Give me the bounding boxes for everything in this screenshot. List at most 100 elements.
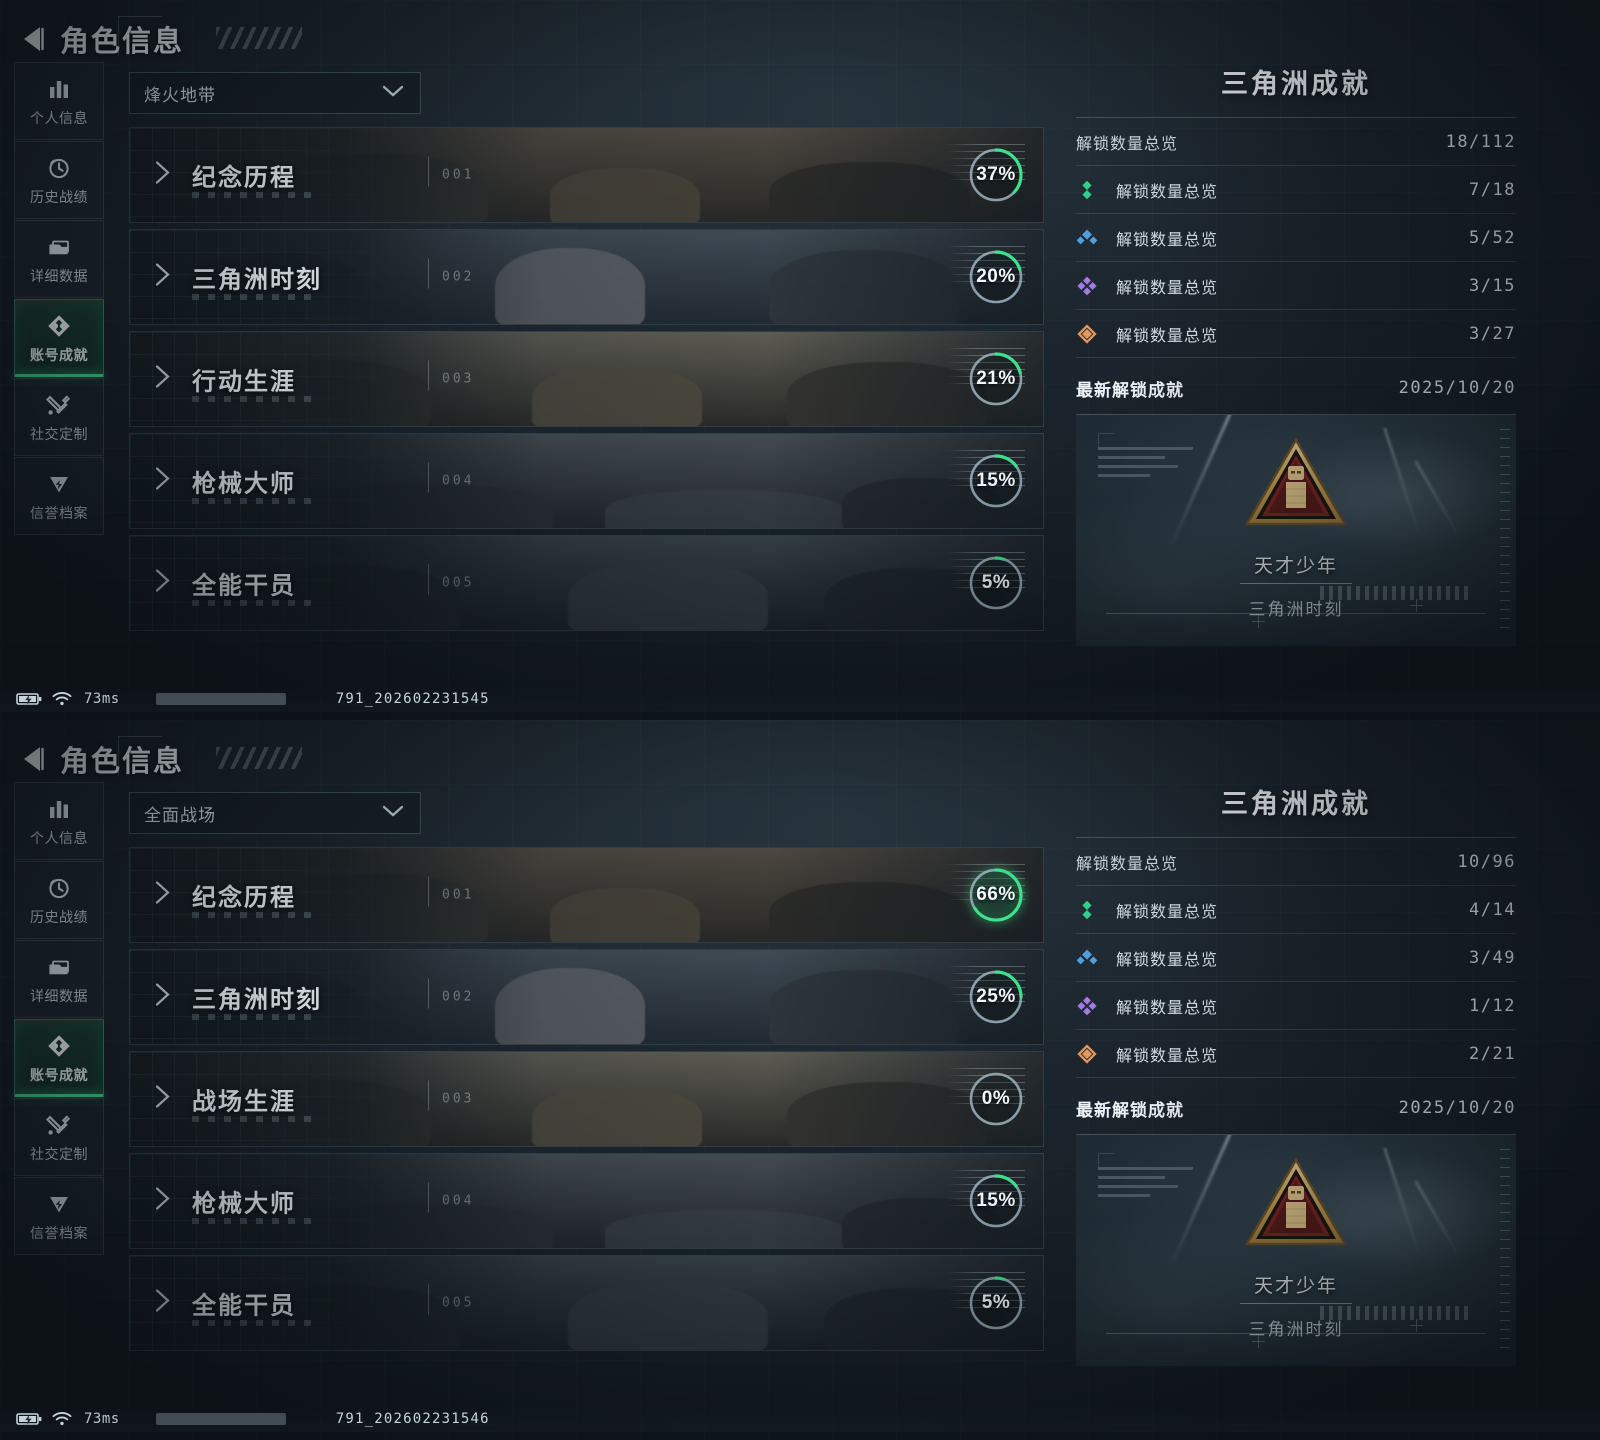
wifi-icon	[52, 692, 72, 706]
summary-tier-value: 4/14	[1469, 899, 1516, 920]
tier-orange-icon	[1076, 1043, 1098, 1065]
sidebar-item-folder[interactable]: 详细数据	[14, 220, 104, 298]
tier-green-icon	[1076, 179, 1098, 201]
achievement-category-card[interactable]: 枪械大师 004 15%	[129, 433, 1044, 529]
sidebar-item-medal[interactable]: 账号成就	[14, 1019, 104, 1097]
sidebar-item-bar-chart[interactable]: 个人信息	[14, 62, 104, 140]
game-mode-select[interactable]: 烽火地带	[129, 72, 421, 114]
card-index: 004	[427, 1182, 475, 1213]
progress-ring: 21%	[965, 348, 1027, 410]
latest-badge-showcase[interactable]: 天才少年 三角洲时刻	[1076, 1134, 1516, 1366]
chevron-right-icon[interactable]	[152, 1287, 174, 1320]
achievement-category-card[interactable]: 枪械大师 004 15%	[129, 1153, 1044, 1249]
chevron-right-icon[interactable]	[152, 879, 174, 912]
card-title: 战场生涯	[192, 1088, 296, 1116]
card-title: 三角洲时刻	[192, 266, 322, 294]
badge-baseline	[1106, 1333, 1486, 1334]
sidebar-item-medal[interactable]: 账号成就	[14, 299, 104, 377]
sidebar-nav: 个人信息 历史战绩 详细数据 账号成就	[14, 62, 104, 536]
card-subtitle-decoration	[192, 294, 312, 300]
achievement-category-card[interactable]: 纪念历程 001 37%	[129, 127, 1044, 223]
card-index: 005	[427, 564, 475, 595]
achievement-category-card[interactable]: 纪念历程 001 66%	[129, 847, 1044, 943]
chevron-right-icon[interactable]	[152, 1185, 174, 1218]
sidebar-item-shield[interactable]: 信誉档案	[14, 457, 104, 535]
achievement-summary-title: 三角洲成就	[1221, 69, 1371, 99]
sidebar-item-tools[interactable]: 社交定制	[14, 378, 104, 456]
badge-baseline	[1106, 613, 1486, 614]
achievement-category-card[interactable]: 战场生涯 003 0%	[129, 1051, 1044, 1147]
status-bar-pill	[155, 693, 286, 705]
progress-ring: 15%	[965, 1170, 1027, 1232]
summary-tier-value: 7/18	[1469, 179, 1516, 200]
back-arrow-icon[interactable]	[20, 744, 50, 774]
summary-tier-value: 3/27	[1469, 323, 1516, 344]
latest-unlock-row: 最新解锁成就 2025/10/20	[1076, 364, 1516, 412]
summary-total-label: 解锁数量总览	[1076, 855, 1179, 873]
summary-tier-value: 1/12	[1469, 995, 1516, 1016]
card-title: 三角洲时刻	[192, 986, 322, 1014]
summary-tier-row: 解锁数量总览 2/21	[1076, 1030, 1516, 1078]
page-header: 角色信息	[0, 10, 1600, 62]
summary-tier-label: 解锁数量总览	[1116, 327, 1219, 345]
summary-tier-value: 2/21	[1469, 1043, 1516, 1064]
progress-percent-label: 5%	[981, 572, 1011, 593]
card-title: 纪念历程	[192, 164, 296, 192]
chevron-right-icon[interactable]	[152, 261, 174, 294]
chevron-right-icon[interactable]	[152, 567, 174, 600]
card-subtitle-decoration	[192, 600, 312, 606]
sidebar-item-label: 社交定制	[30, 1145, 88, 1162]
card-subtitle-decoration	[192, 912, 312, 918]
card-index: 004	[427, 462, 475, 493]
summary-tier-row: 解锁数量总览 3/49	[1076, 934, 1516, 982]
progress-ring: 15%	[965, 450, 1027, 512]
shield-icon	[45, 470, 73, 498]
sidebar-item-label: 账号成就	[30, 1066, 88, 1083]
achievement-category-card[interactable]: 行动生涯 003 21%	[129, 331, 1044, 427]
sidebar-item-bar-chart[interactable]: 个人信息	[14, 782, 104, 860]
latest-badge-showcase[interactable]: 天才少年 三角洲时刻	[1076, 414, 1516, 646]
clock-icon	[45, 874, 73, 902]
chevron-right-icon[interactable]	[152, 981, 174, 1014]
achievement-summary-title: 三角洲成就	[1221, 789, 1371, 819]
achievement-category-card[interactable]: 三角洲时刻 002 20%	[129, 229, 1044, 325]
title-hatch-decoration	[216, 27, 302, 49]
sidebar-item-tools[interactable]: 社交定制	[14, 1098, 104, 1176]
chevron-right-icon[interactable]	[152, 1083, 174, 1116]
badge-name-divider	[1240, 583, 1352, 584]
achievement-category-card[interactable]: 全能干员 005 5%	[129, 1255, 1044, 1351]
achievement-category-card[interactable]: 全能干员 005 5%	[129, 535, 1044, 631]
game-mode-select[interactable]: 全面战场	[129, 792, 421, 834]
wifi-icon	[52, 1412, 72, 1426]
summary-tier-label: 解锁数量总览	[1116, 183, 1219, 201]
progress-percent-label: 25%	[976, 986, 1016, 1007]
summary-tier-label: 解锁数量总览	[1116, 231, 1219, 249]
sidebar-item-label: 账号成就	[30, 346, 88, 363]
achievement-category-list: 纪念历程 001 66%	[129, 847, 1044, 1357]
chevron-right-icon[interactable]	[152, 465, 174, 498]
achievement-category-card[interactable]: 三角洲时刻 002 25%	[129, 949, 1044, 1045]
card-subtitle-decoration	[192, 1320, 312, 1326]
chevron-right-icon[interactable]	[152, 363, 174, 396]
summary-tier-label: 解锁数量总览	[1116, 279, 1219, 297]
sidebar-item-clock[interactable]: 历史战绩	[14, 861, 104, 939]
latest-unlock-date: 2025/10/20	[1398, 1098, 1516, 1118]
card-title: 全能干员	[192, 572, 296, 600]
tools-icon	[45, 391, 73, 419]
badge-hud-decoration	[1098, 433, 1206, 525]
summary-tier-row: 解锁数量总览 3/15	[1076, 262, 1516, 310]
sidebar-item-shield[interactable]: 信誉档案	[14, 1177, 104, 1255]
battery-charging-icon	[16, 692, 42, 706]
chevron-right-icon[interactable]	[152, 159, 174, 192]
badge-micro-text	[1320, 1306, 1470, 1320]
card-title: 全能干员	[192, 1292, 296, 1320]
back-arrow-icon[interactable]	[20, 24, 50, 54]
sidebar-item-folder[interactable]: 详细数据	[14, 940, 104, 1018]
network-ping: 73ms	[84, 1411, 120, 1427]
character-info-panel: 角色信息 个人信息 历史战绩 详细数据	[0, 720, 1600, 1440]
card-title: 纪念历程	[192, 884, 296, 912]
latest-unlock-label: 最新解锁成就	[1076, 380, 1184, 400]
card-index: 005	[427, 1284, 475, 1315]
summary-tier-row: 解锁数量总览 5/52	[1076, 214, 1516, 262]
sidebar-item-clock[interactable]: 历史战绩	[14, 141, 104, 219]
